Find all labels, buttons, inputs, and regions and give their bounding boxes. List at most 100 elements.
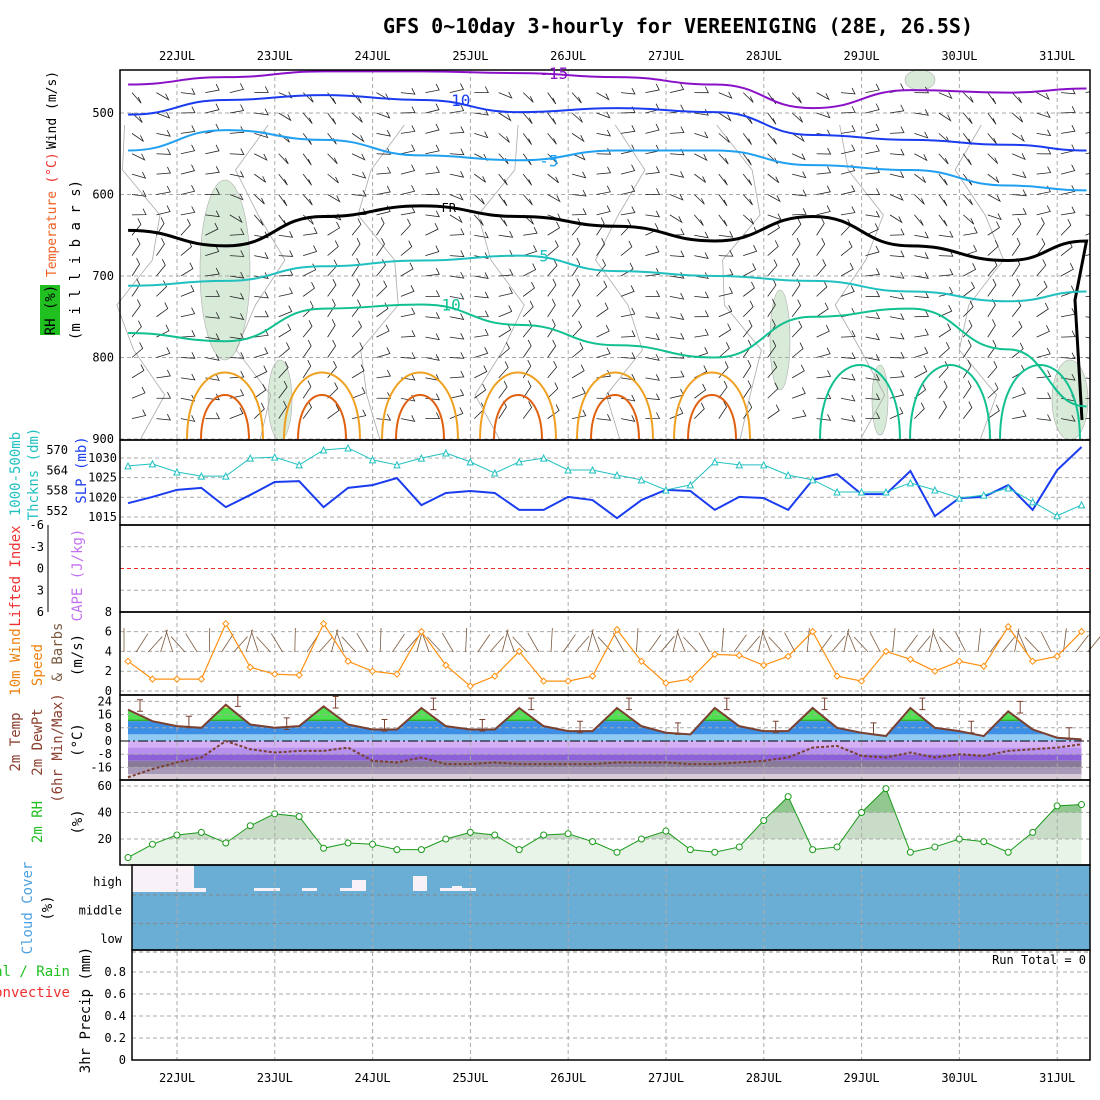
wind-barb [449,250,465,258]
wind-barb [889,193,904,201]
wind-barb [889,272,905,279]
wind-barb [742,153,752,166]
wind-barb [889,332,905,340]
thickness-point [442,448,450,457]
wind-barb [572,409,587,420]
thickness-point [393,460,401,469]
wind-barb [229,170,245,178]
wind-barb [180,125,196,134]
wind-barb [327,240,339,256]
wind-barb [156,347,171,358]
wind-barb [1011,299,1022,317]
clear-sky-gap [413,876,427,891]
wind-barb [180,106,196,114]
minmax-axis-label: (6hr Min/Max) [50,693,66,803]
wind-barb [620,218,632,236]
thickness-point [1004,483,1013,492]
wind-barb [669,407,684,419]
wind-barb [645,245,660,257]
wind-barb [254,153,268,161]
wind-barb [816,414,832,421]
wind-barb-10m [270,633,283,653]
wind-barb [571,171,587,179]
wind-barb [229,313,245,321]
wind-barb-10m [846,630,857,653]
wind-speed-point [417,627,426,636]
wind-barb [742,194,753,206]
wind-barb [865,312,881,319]
rh-point [686,846,694,854]
wind-barb [596,259,606,277]
wind-barb [645,268,660,277]
wind-barb [327,259,338,277]
wind-barb [938,304,953,318]
rh-point [833,843,841,851]
panel-frame-up [119,69,1091,441]
thickness-point [221,471,230,480]
thickness-point [319,445,328,454]
wind-barb [572,189,587,197]
wind-barb [376,148,392,155]
wind-barb [522,380,532,399]
wind-barb [522,153,532,166]
wind-barb [1012,409,1027,420]
wind-barb [914,109,929,116]
wind-barb [767,382,779,399]
rh-point [931,843,939,851]
wind-barb [400,87,416,95]
thickness-point [173,467,181,476]
thickness-point [368,455,377,464]
wind-barb [1036,217,1045,236]
wind-barb [841,352,856,360]
wind-barb [302,194,313,206]
wind-barb [156,392,172,399]
rh-point [1029,828,1037,836]
wind-barb [180,352,196,359]
wind-speed-point [270,670,279,678]
wind-barb [425,210,440,218]
wind-barb [987,361,998,379]
wind-barb [498,380,508,399]
thickness-point [515,457,524,466]
isotherm-label: 5 [539,247,549,266]
lifted-index-tick: 6 [37,605,44,619]
wind-barb [205,144,220,155]
wind-barb [596,237,606,256]
wind-barb [645,223,659,236]
temperature-tick: 8 [105,721,112,735]
wind-barb [987,153,999,164]
wind-barb-10m [1040,631,1052,653]
cape-axis-label: CAPE (J/kg) [70,529,86,622]
wind-barb-10m [135,633,149,653]
wind-barb [645,166,660,175]
wind-barb [816,325,830,338]
wind-barb [571,237,581,256]
wind-barb [547,319,556,338]
wind-barb [914,346,929,358]
wind-barb-10m [597,636,613,653]
wind-barb [351,299,361,317]
wind-barb [327,153,338,165]
wind-barb [596,111,611,119]
wind-barb [351,237,361,256]
top-day-label: 24JUL [355,49,391,63]
wind-barb [131,409,147,420]
wind-barb [889,292,905,300]
wind-barb [131,190,147,197]
wind-barb [327,339,337,358]
wind-barb [205,393,220,401]
wind-barb [718,153,729,165]
wind-speed-point [1004,622,1012,631]
wind-barb [987,339,997,358]
wind-barb-10m [426,636,442,653]
rh-point [760,816,768,824]
wind-barb [1085,295,1090,297]
wind-speed-point [1028,657,1037,666]
wind-barb [449,104,465,114]
wind-barb [620,307,636,318]
wind-barb [522,281,535,297]
wind-barb [400,415,416,422]
warm-isotherm [381,371,459,441]
wind-barb [816,280,828,297]
wind-barb [889,214,903,224]
